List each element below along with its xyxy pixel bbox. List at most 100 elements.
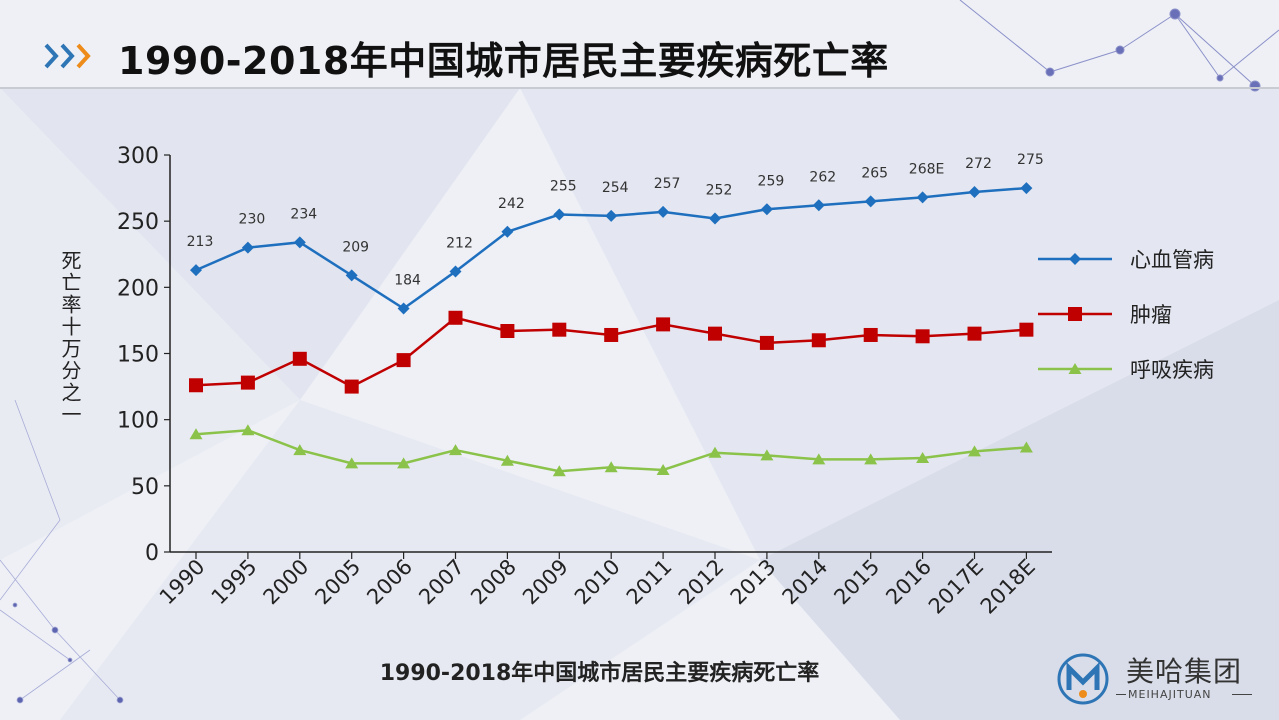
- data-point: [190, 264, 202, 277]
- data-point: [657, 205, 670, 218]
- title-divider: [0, 87, 1279, 89]
- data-point: [708, 326, 722, 341]
- data-point: [656, 317, 671, 332]
- company-logo: 美哈集团 MEIHAJITUAN: [1056, 650, 1256, 710]
- x-tick-label: 2008: [466, 555, 521, 610]
- data-point: [345, 269, 358, 282]
- data-point: [500, 324, 515, 339]
- x-tick-label: 2012: [674, 555, 729, 610]
- data-label: 230: [239, 212, 266, 228]
- data-point: [448, 310, 463, 325]
- data-label: 259: [758, 173, 785, 189]
- data-point: [396, 353, 411, 368]
- data-label: 212: [446, 235, 473, 251]
- x-tick-label: 2005: [310, 555, 365, 610]
- x-tick-label: 2015: [829, 555, 884, 610]
- data-point: [864, 195, 877, 208]
- y-tick-label: 200: [117, 276, 159, 301]
- x-tick-label: 2017E: [924, 555, 988, 619]
- x-tick-label: 2007: [414, 555, 469, 610]
- data-point: [656, 463, 670, 475]
- y-tick-label: 0: [145, 541, 159, 566]
- data-point: [604, 327, 619, 342]
- data-label: 262: [809, 169, 836, 185]
- x-tick-label: 1990: [155, 555, 210, 610]
- data-point: [449, 265, 462, 278]
- data-point: [292, 351, 307, 366]
- x-tick-label: 2009: [518, 555, 573, 610]
- data-point: [812, 199, 825, 212]
- logo-subtitle: MEIHAJITUAN: [1128, 688, 1212, 701]
- legend-marker: [1068, 363, 1082, 374]
- data-point: [189, 428, 203, 440]
- data-point: [189, 378, 203, 393]
- data-point: [811, 333, 826, 348]
- header: 1990-2018年中国城市居民主要疾病死亡率: [0, 0, 1279, 88]
- y-axis-label: 死亡率十万分之一: [58, 250, 82, 426]
- data-point: [552, 465, 566, 477]
- legend-label: 肿瘤: [1130, 303, 1172, 327]
- data-point: [760, 449, 774, 461]
- data-point: [708, 446, 722, 458]
- data-label: 209: [342, 239, 369, 255]
- data-point: [241, 424, 255, 436]
- data-point: [915, 329, 930, 344]
- data-point: [709, 212, 721, 225]
- series-line: [195, 186, 1027, 311]
- data-point: [240, 375, 255, 390]
- data-label: 234: [290, 206, 317, 222]
- data-label: 252: [706, 183, 733, 199]
- data-point: [241, 241, 254, 254]
- data-label: 242: [498, 196, 525, 212]
- data-point: [812, 453, 826, 465]
- data-label: 254: [602, 180, 629, 196]
- data-point: [967, 326, 982, 341]
- data-label: 265: [861, 165, 888, 181]
- data-point: [345, 457, 359, 469]
- data-point: [759, 335, 774, 350]
- data-point: [604, 461, 618, 473]
- x-tick-label: 1995: [207, 555, 262, 610]
- data-label: 275: [1017, 152, 1044, 168]
- chart-caption: 1990-2018年中国城市居民主要疾病死亡率: [379, 661, 820, 686]
- title-arrows-icon: [44, 43, 91, 69]
- data-point: [864, 453, 878, 465]
- legend-label: 心血管病: [1130, 248, 1214, 272]
- logo-line: [1116, 694, 1126, 695]
- y-tick-label: 50: [131, 475, 159, 500]
- data-point: [293, 236, 306, 249]
- data-point: [1019, 441, 1033, 453]
- page-title: 1990-2018年中国城市居民主要疾病死亡率: [118, 39, 889, 83]
- x-tick-label: 2011: [622, 555, 677, 610]
- data-label: 255: [550, 179, 577, 195]
- data-point: [553, 208, 566, 221]
- logo-mark-icon: [1057, 653, 1109, 705]
- data-point: [344, 379, 359, 394]
- logo-line: [1232, 694, 1252, 695]
- logo-name: 美哈集团: [1126, 655, 1243, 688]
- legend-label: 呼吸疾病: [1130, 358, 1214, 382]
- data-label: 213: [187, 234, 214, 250]
- x-tick-label: 2013: [726, 555, 781, 610]
- data-point: [760, 203, 773, 216]
- data-point: [397, 457, 411, 469]
- data-label: 257: [654, 176, 681, 192]
- data-label: 272: [965, 156, 992, 172]
- data-point: [916, 191, 929, 204]
- x-tick-label: 2006: [362, 555, 417, 610]
- data-point: [552, 322, 567, 337]
- data-point: [968, 445, 981, 457]
- data-point: [449, 444, 462, 456]
- data-point: [500, 454, 514, 466]
- legend-marker: [1068, 307, 1082, 321]
- y-tick-label: 250: [117, 210, 159, 235]
- data-label: 268E: [909, 161, 945, 177]
- x-tick-label: 2010: [570, 555, 625, 610]
- data-point: [293, 444, 307, 456]
- data-point: [1019, 322, 1034, 337]
- data-point: [605, 209, 618, 222]
- data-label: 184: [394, 273, 421, 289]
- y-tick-label: 100: [117, 409, 159, 434]
